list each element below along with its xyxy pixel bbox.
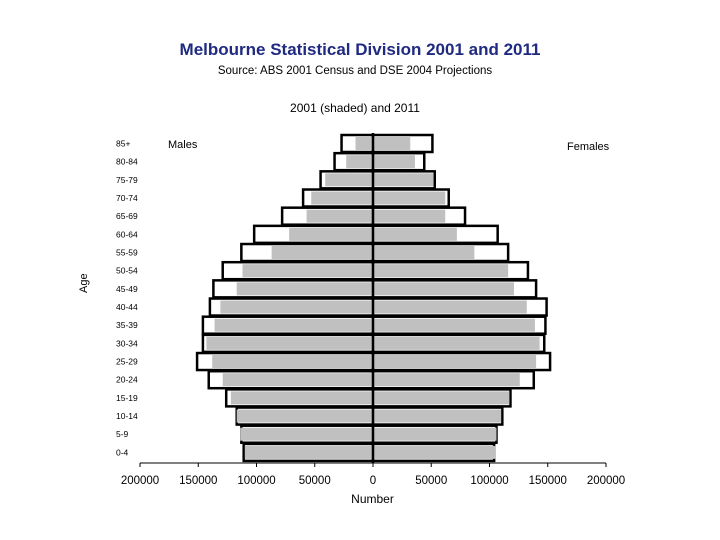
males-label: Males [168,139,198,151]
age-tick-label: 25-29 [116,357,138,367]
age-tick-label: 30-34 [116,338,138,348]
age-tick-label: 70-74 [116,193,138,203]
bar-2001-male-50-54 [242,264,373,278]
bar-2001-male-25-29 [212,355,373,369]
bar-2001-female-10-14 [373,409,502,423]
bar-2001-male-30-34 [206,336,373,350]
bar-2001-female-60-64 [373,227,457,241]
age-tick-label: 20-24 [116,375,138,385]
bar-2001-male-10-14 [236,409,373,423]
x-tick-label: 200000 [587,475,625,487]
age-tick-label: 35-39 [116,320,138,330]
bar-2001-female-80-84 [373,155,415,169]
bar-2001-male-70-74 [311,191,373,205]
bar-2001-male-65-69 [306,209,373,223]
bar-2001-male-75-79 [325,173,373,187]
bar-2001-male-0-4 [244,445,373,459]
chart-title: 2001 (shaded) and 2011 [290,101,420,115]
bar-2001-male-35-39 [214,318,373,332]
bar-2001-female-40-44 [373,300,527,314]
x-axis-label: Number [351,492,394,506]
x-tick-label: 150000 [529,475,567,487]
age-tick-label: 10-14 [116,411,138,421]
age-tick-label: 60-64 [116,229,138,239]
bar-2001-female-25-29 [373,355,537,369]
age-tick-label: 40-44 [116,302,138,312]
age-tick-label: 50-54 [116,266,138,276]
bar-2001-female-50-54 [373,264,509,278]
bar-2001-male-55-59 [271,246,373,260]
bar-2001-male-5-9 [240,427,373,441]
bar-2001-male-15-19 [230,391,373,405]
bar-2001-female-75-79 [373,173,434,187]
x-tick-label: 50000 [415,475,447,487]
bar-2001-male-80-84 [346,155,373,169]
age-tick-label: 85+ [116,139,130,149]
age-tick-label: 15-19 [116,393,138,403]
age-tick-label: 5-9 [116,429,129,439]
age-tick-label: 80-84 [116,157,138,167]
bar-2001-female-5-9 [373,427,497,441]
source-subtitle: Source: ABS 2001 Census and DSE 2004 Pro… [217,65,493,77]
bar-2001-female-35-39 [373,318,535,332]
page-title: Melbourne Statistical Division 2001 and … [179,40,541,59]
bar-2001-female-55-59 [373,246,475,260]
x-tick-label: 150000 [179,475,217,487]
bar-2001-male-45-49 [236,282,373,296]
x-tick-label: 50000 [299,475,331,487]
x-tick-label: 200000 [121,475,159,487]
bar-2001-female-30-34 [373,336,540,350]
bar-2001-female-20-24 [373,373,520,387]
bar-2001-female-0-4 [373,445,496,459]
age-tick-label: 75-79 [116,175,138,185]
age-tick-label: 65-69 [116,211,138,221]
bar-2001-male-85+ [355,137,373,150]
bar-2001-female-85+ [373,137,411,150]
age-tick-label: 55-59 [116,248,138,258]
x-tick-label: 100000 [470,475,508,487]
x-tick-label: 100000 [237,475,275,487]
bar-2001-female-15-19 [373,391,510,405]
bar-2001-female-65-69 [373,209,446,223]
bar-2001-male-40-44 [220,300,373,314]
bar-2001-male-20-24 [222,373,373,387]
age-tick-label: 45-49 [116,284,138,294]
bar-2001-male-60-64 [289,227,373,241]
bar-2001-female-45-49 [373,282,514,296]
bar-2001-female-70-74 [373,191,446,205]
females-label: Females [567,141,610,153]
age-tick-label: 0-4 [116,447,129,457]
x-tick-label: 0 [370,475,376,487]
